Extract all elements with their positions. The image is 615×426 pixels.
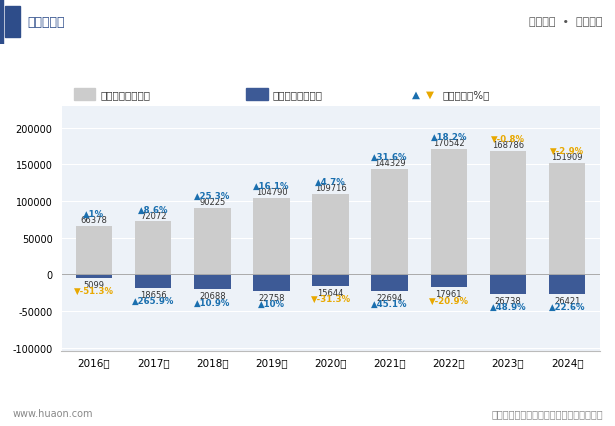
Bar bbox=[0, 0, 3, 45]
Text: www.huaon.com: www.huaon.com bbox=[12, 408, 93, 418]
Text: 2016-2024年11月六安市(境内目的地/货源地)进、出口额: 2016-2024年11月六安市(境内目的地/货源地)进、出口额 bbox=[165, 58, 450, 72]
Bar bbox=[253, 198, 290, 275]
Text: ▼-20.9%: ▼-20.9% bbox=[429, 296, 469, 305]
Text: 109716: 109716 bbox=[315, 184, 346, 193]
Bar bbox=[430, 275, 467, 288]
Text: ▲1%: ▲1% bbox=[84, 209, 105, 218]
Text: 17961: 17961 bbox=[435, 290, 462, 299]
Bar bbox=[135, 275, 172, 288]
Text: ▲45.1%: ▲45.1% bbox=[371, 299, 408, 308]
Bar bbox=[549, 275, 585, 294]
Text: 104790: 104790 bbox=[256, 187, 287, 196]
Text: ▲31.6%: ▲31.6% bbox=[371, 152, 408, 161]
Text: 出口额（万美元）: 出口额（万美元） bbox=[100, 90, 150, 100]
Bar bbox=[371, 275, 408, 291]
Text: 进口额（万美元）: 进口额（万美元） bbox=[272, 90, 322, 100]
Text: ▲10%: ▲10% bbox=[258, 299, 285, 308]
Text: 5099: 5099 bbox=[84, 280, 105, 289]
Text: 72072: 72072 bbox=[140, 211, 167, 220]
Text: ▼: ▼ bbox=[426, 90, 434, 100]
Text: ▼-2.9%: ▼-2.9% bbox=[550, 147, 584, 155]
Bar bbox=[430, 150, 467, 275]
Text: 18656: 18656 bbox=[140, 290, 167, 299]
Text: 华经情报网: 华经情报网 bbox=[28, 16, 65, 29]
Text: 151909: 151909 bbox=[552, 153, 583, 162]
Text: 22694: 22694 bbox=[376, 293, 403, 302]
Text: 15644: 15644 bbox=[317, 288, 344, 297]
Text: 170542: 170542 bbox=[433, 139, 465, 148]
Text: 同比增长（%）: 同比增长（%） bbox=[443, 90, 490, 100]
Text: ▲10.9%: ▲10.9% bbox=[194, 298, 231, 307]
Bar bbox=[76, 275, 113, 279]
Text: 90225: 90225 bbox=[199, 198, 226, 207]
Bar bbox=[246, 89, 268, 101]
Text: 20688: 20688 bbox=[199, 292, 226, 301]
Text: ▲265.9%: ▲265.9% bbox=[132, 296, 174, 305]
Text: 26421: 26421 bbox=[554, 296, 581, 305]
Text: 专业严谨  •  客观科学: 专业严谨 • 客观科学 bbox=[529, 17, 603, 27]
Text: ▲4.7%: ▲4.7% bbox=[315, 177, 346, 187]
Text: 22758: 22758 bbox=[258, 293, 285, 302]
Bar bbox=[490, 151, 526, 275]
Text: 数据来源：中国海关，华经产业研究院整理: 数据来源：中国海关，华经产业研究院整理 bbox=[491, 408, 603, 418]
Bar bbox=[312, 194, 349, 275]
Bar bbox=[371, 169, 408, 275]
Text: 168786: 168786 bbox=[492, 141, 524, 150]
Text: ▼-51.3%: ▼-51.3% bbox=[74, 286, 114, 295]
Text: ▲22.6%: ▲22.6% bbox=[549, 302, 585, 311]
Bar bbox=[194, 275, 231, 290]
Text: ▲48.9%: ▲48.9% bbox=[490, 302, 526, 311]
Text: ▲16.1%: ▲16.1% bbox=[253, 181, 290, 190]
Text: ▼-0.8%: ▼-0.8% bbox=[491, 134, 525, 143]
Text: ▲8.6%: ▲8.6% bbox=[138, 205, 169, 214]
Bar bbox=[194, 209, 231, 275]
Bar bbox=[312, 275, 349, 286]
Text: 144329: 144329 bbox=[374, 158, 405, 167]
Bar bbox=[74, 89, 95, 101]
Text: 66378: 66378 bbox=[81, 215, 108, 225]
Text: ▼-31.3%: ▼-31.3% bbox=[311, 294, 351, 303]
Bar bbox=[253, 275, 290, 291]
Text: ▲18.2%: ▲18.2% bbox=[430, 133, 467, 142]
Bar bbox=[135, 222, 172, 275]
Bar bbox=[76, 226, 113, 275]
Bar bbox=[490, 275, 526, 294]
Bar bbox=[549, 164, 585, 275]
Bar bbox=[5, 7, 20, 38]
Text: ▲25.3%: ▲25.3% bbox=[194, 192, 231, 201]
Text: ▲: ▲ bbox=[412, 90, 420, 100]
Text: 26738: 26738 bbox=[494, 296, 522, 305]
